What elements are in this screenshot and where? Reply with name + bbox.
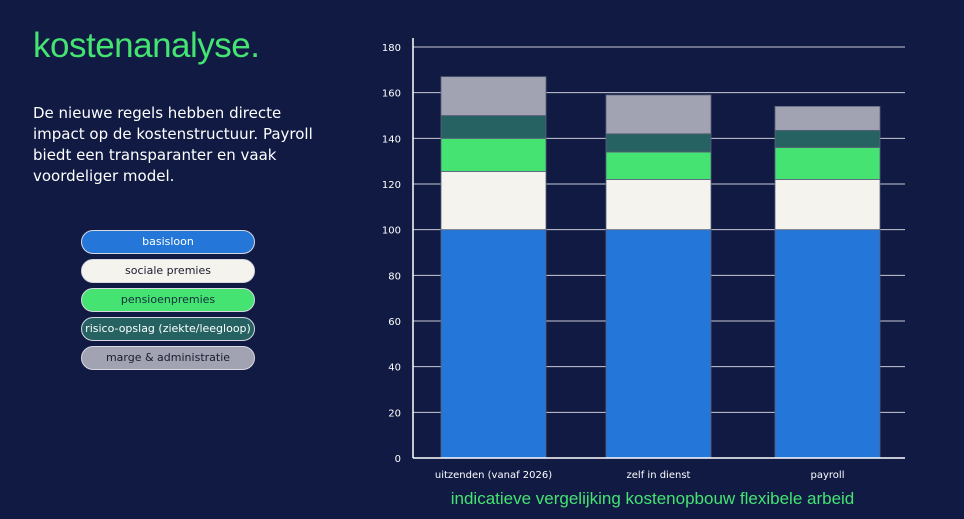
description: De nieuwe regels hebben directe impact o… — [33, 104, 313, 185]
bar-segment — [774, 179, 881, 231]
x-tick-label: uitzenden (vanaf 2026) — [435, 470, 552, 481]
y-tick-label: 60 — [388, 317, 401, 328]
bar-segment — [605, 229, 712, 459]
bar-segment — [440, 229, 547, 459]
bar-segment — [605, 133, 712, 153]
page-title: kostenanalyse. — [33, 26, 260, 65]
y-tick-label: 180 — [382, 43, 401, 54]
y-tick-label: 120 — [382, 180, 401, 191]
legend-item: marge & administratie — [81, 346, 255, 370]
bar-segment — [605, 151, 712, 180]
bar-segment — [440, 137, 547, 172]
bar-segment — [440, 115, 547, 139]
legend-item: pensioenpremies — [81, 288, 255, 312]
bar-segment — [774, 229, 881, 459]
x-tick-label: payroll — [811, 470, 845, 481]
y-tick-label: 0 — [395, 454, 401, 465]
y-tick-label: 100 — [382, 226, 401, 237]
y-tick-label: 80 — [388, 271, 401, 282]
bar-segment — [440, 171, 547, 231]
bar-segment — [440, 76, 547, 116]
y-tick-label: 140 — [382, 134, 401, 145]
legend-item: sociale premies — [81, 259, 255, 283]
bar-segment — [605, 179, 712, 231]
x-tick-label: zelf in dienst — [627, 470, 691, 481]
y-tick-label: 40 — [388, 363, 401, 374]
bar-segment — [605, 94, 712, 135]
bar-segment — [774, 129, 881, 148]
chart-title: indicatieve vergelijking kostenopbouw fl… — [450, 489, 855, 508]
legend-item: risico-opslag (ziekte/leegloop) — [81, 317, 255, 341]
bar-segment — [774, 147, 881, 180]
legend-item: basisloon — [81, 230, 255, 254]
y-tick-label: 160 — [382, 89, 401, 100]
bar-segment — [774, 105, 881, 131]
y-tick-label: 20 — [388, 408, 401, 419]
